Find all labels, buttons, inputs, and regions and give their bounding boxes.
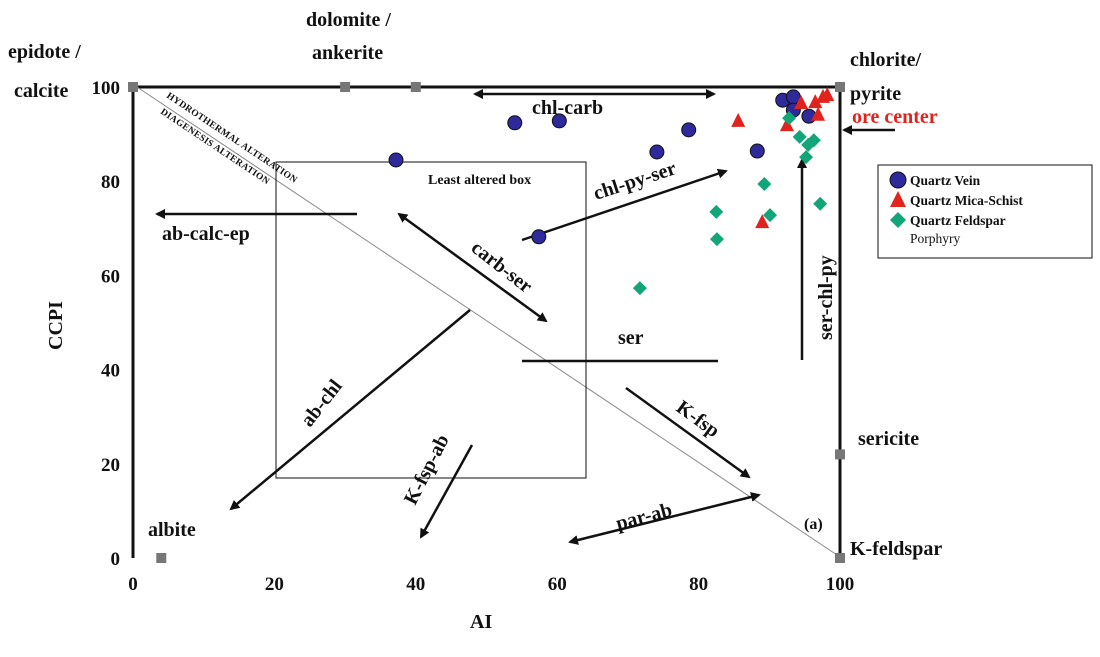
data-point-diamond bbox=[782, 111, 797, 126]
label-albite: albite bbox=[148, 519, 196, 541]
end-member-marker bbox=[835, 553, 845, 563]
end-member-marker bbox=[156, 553, 167, 563]
y-tick-label: 0 bbox=[111, 549, 121, 570]
data-point-diamond bbox=[813, 196, 828, 211]
y-axis-label: CCPI bbox=[45, 301, 67, 350]
label-dolomite: dolomite / bbox=[306, 9, 391, 31]
legend: Quartz Vein Quartz Mica-Schist Quartz Feld… bbox=[877, 164, 1093, 259]
label-par-ab: par-ab bbox=[614, 499, 675, 535]
plot-frame bbox=[131, 85, 842, 558]
panel-label: (a) bbox=[804, 516, 823, 533]
legend-label: Quartz Feldspar bbox=[910, 213, 1006, 228]
x-tick-label: 40 bbox=[406, 574, 425, 595]
legend-label: Quartz Mica-Schist bbox=[910, 193, 1023, 208]
x-axis-label: AI bbox=[470, 611, 492, 633]
least-altered-box bbox=[275, 161, 587, 479]
x-tick-label: 0 bbox=[128, 574, 138, 595]
data-point-diamond bbox=[806, 133, 821, 148]
data-point-triangle bbox=[794, 95, 809, 110]
legend-marker-diamond bbox=[890, 212, 906, 228]
data-point-diamond bbox=[799, 150, 814, 165]
label-chl-carb: chl-carb bbox=[532, 97, 603, 119]
data-point-triangle bbox=[820, 87, 835, 102]
legend-marker-circle bbox=[889, 171, 907, 189]
y-tick-label: 60 bbox=[101, 266, 120, 287]
data-point-triangle bbox=[808, 94, 823, 109]
hydrothermal-alteration-label: HYDROTHERMAL ALTERATION bbox=[164, 91, 298, 186]
label-pyrite: pyrite bbox=[850, 83, 901, 105]
label-sericite: sericite bbox=[858, 428, 919, 450]
label-chlorite: chlorite/ bbox=[850, 49, 922, 71]
data-point-diamond bbox=[709, 204, 724, 219]
data-point-circle bbox=[531, 229, 547, 245]
y-tick-labels: 0 20 40 60 80 100 bbox=[92, 78, 121, 570]
y-tick-label: 80 bbox=[101, 172, 120, 193]
label-k-feldspar: K-feldspar bbox=[850, 538, 942, 560]
x-tick-label: 60 bbox=[548, 574, 567, 595]
x-tick-label: 80 bbox=[689, 574, 708, 595]
end-member-marker bbox=[128, 82, 138, 92]
alteration-divide-line bbox=[136, 86, 841, 558]
y-tick-label: 40 bbox=[101, 361, 120, 382]
trend-arrows bbox=[155, 89, 895, 545]
end-member-marker bbox=[835, 449, 845, 460]
label-ankerite: ankerite bbox=[312, 42, 383, 64]
label-chl-py-ser: chl-py-ser bbox=[591, 157, 679, 204]
arrow-par-ab bbox=[568, 492, 761, 545]
data-point-circle bbox=[681, 122, 697, 138]
x-tick-labels: 0 20 40 60 80 100 bbox=[128, 574, 854, 595]
arrow-ab-chl bbox=[229, 309, 471, 511]
legend-label-line2: Porphyry bbox=[910, 231, 960, 246]
label-ser-chl-py: ser-chl-py bbox=[815, 255, 837, 340]
end-member-markers bbox=[128, 82, 845, 563]
label-ore-center: ore center bbox=[852, 106, 938, 128]
data-point-triangle bbox=[779, 117, 794, 132]
y-tick-label: 20 bbox=[101, 455, 120, 476]
arrow-carb-ser bbox=[397, 212, 548, 323]
arrow-k-fsp bbox=[625, 386, 751, 479]
data-point-diamond bbox=[709, 232, 724, 247]
x-tick-label: 100 bbox=[826, 574, 855, 595]
end-member-marker bbox=[340, 82, 351, 92]
data-point-circle bbox=[749, 143, 765, 159]
data-point-triangle bbox=[731, 112, 746, 127]
least-altered-box-label: Least altered box bbox=[428, 173, 531, 188]
data-point-diamond bbox=[792, 129, 807, 144]
data-point-circle bbox=[507, 115, 523, 131]
y-tick-label: 100 bbox=[92, 78, 121, 99]
arrow-chl-py-ser bbox=[521, 168, 728, 242]
label-calcite: calcite bbox=[14, 80, 69, 102]
arrow-k-fsp-ab bbox=[419, 444, 474, 539]
data-point-triangle bbox=[755, 214, 770, 229]
data-point-diamond bbox=[632, 281, 647, 296]
data-points bbox=[388, 87, 835, 296]
data-point-circle bbox=[551, 113, 567, 129]
x-tick-label: 20 bbox=[265, 574, 284, 595]
label-ab-chl: ab-chl bbox=[297, 375, 347, 431]
end-member-marker bbox=[835, 82, 845, 92]
label-k-fsp: K-fsp bbox=[672, 396, 724, 442]
label-epidote: epidote / bbox=[8, 41, 81, 63]
data-point-diamond bbox=[757, 177, 772, 192]
legend-label: Quartz Vein bbox=[910, 173, 981, 188]
data-point-diamond bbox=[763, 208, 778, 223]
data-point-circle bbox=[649, 144, 665, 160]
label-ab-calc-ep: ab-calc-ep bbox=[162, 223, 250, 245]
data-point-triangle bbox=[811, 106, 826, 121]
legend-marker-triangle bbox=[890, 191, 906, 207]
label-k-fsp-ab: K-fsp-ab bbox=[400, 431, 454, 508]
label-ser: ser bbox=[618, 327, 644, 349]
data-point-circle bbox=[388, 152, 404, 168]
end-member-marker bbox=[410, 82, 421, 92]
